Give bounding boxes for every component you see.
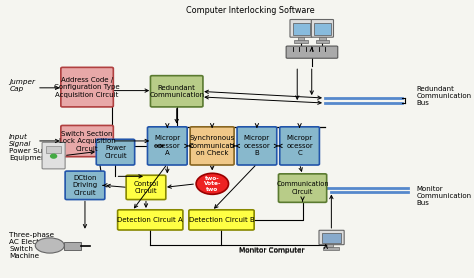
FancyBboxPatch shape (118, 210, 183, 230)
Bar (323, 247, 339, 250)
FancyBboxPatch shape (280, 127, 319, 165)
FancyBboxPatch shape (311, 19, 334, 37)
Ellipse shape (35, 238, 64, 253)
Bar (322, 233, 341, 243)
Bar (316, 40, 329, 43)
FancyBboxPatch shape (190, 127, 234, 165)
Text: Micropr
ocessor
A: Micropr ocessor A (154, 135, 181, 157)
Text: Micropr
ocessor
B: Micropr ocessor B (244, 135, 270, 157)
Text: Synchronous
Communicati
on Check: Synchronous Communicati on Check (189, 135, 235, 157)
Text: Switch Section
Lock Acquisition
Circuit: Switch Section Lock Acquisition Circuit (59, 131, 116, 152)
Bar (319, 37, 326, 41)
FancyBboxPatch shape (61, 125, 113, 157)
Text: Control
Circuit: Control Circuit (133, 181, 159, 194)
Text: Detection Circuit A: Detection Circuit A (118, 217, 183, 223)
Bar (298, 37, 304, 41)
Text: Redundant
Communication
Bus: Redundant Communication Bus (417, 86, 472, 106)
FancyBboxPatch shape (278, 174, 327, 202)
Bar (314, 23, 331, 35)
Text: Power
Circuit: Power Circuit (104, 145, 127, 159)
Text: Monitor Computer: Monitor Computer (239, 248, 304, 254)
FancyBboxPatch shape (96, 139, 135, 165)
Text: DCtion
Driving
Circuit: DCtion Driving Circuit (73, 175, 98, 196)
Text: Communication
Circuit: Communication Circuit (276, 181, 329, 195)
FancyBboxPatch shape (189, 210, 254, 230)
FancyBboxPatch shape (42, 142, 65, 169)
FancyBboxPatch shape (65, 171, 105, 200)
Bar (294, 40, 308, 43)
Bar (64, 242, 81, 250)
Circle shape (51, 154, 56, 158)
Text: Power Supply
Equipment: Power Supply Equipment (9, 148, 58, 161)
Circle shape (196, 173, 228, 194)
Text: Monitor Computer: Monitor Computer (239, 247, 304, 254)
FancyBboxPatch shape (61, 67, 113, 107)
Text: Input
Signal: Input Signal (9, 134, 32, 147)
Text: Monitor
Communication
Bus: Monitor Communication Bus (417, 186, 472, 206)
Text: Address Code /
Configuration Type
Acquisition Circuit: Address Code / Configuration Type Acquis… (55, 77, 120, 98)
FancyBboxPatch shape (126, 175, 166, 200)
FancyBboxPatch shape (290, 19, 312, 37)
Bar (292, 23, 310, 35)
Text: Computer Interlocking Software: Computer Interlocking Software (186, 6, 315, 15)
FancyBboxPatch shape (150, 76, 203, 107)
Text: Three-phase
AC Electric
Switch
Machine: Three-phase AC Electric Switch Machine (9, 232, 55, 259)
Text: Micropr
ocessor
C: Micropr ocessor C (286, 135, 313, 157)
Text: Detection Circuit B: Detection Circuit B (189, 217, 255, 223)
FancyBboxPatch shape (147, 127, 187, 165)
Text: Jumper
Cap: Jumper Cap (9, 79, 35, 91)
Bar (46, 146, 61, 153)
FancyBboxPatch shape (319, 230, 344, 245)
Text: two-
Vote-
two: two- Vote- two (203, 175, 221, 192)
FancyBboxPatch shape (237, 127, 277, 165)
Text: Redundant
Communication: Redundant Communication (149, 85, 204, 98)
FancyBboxPatch shape (286, 46, 338, 58)
Bar (327, 244, 333, 247)
